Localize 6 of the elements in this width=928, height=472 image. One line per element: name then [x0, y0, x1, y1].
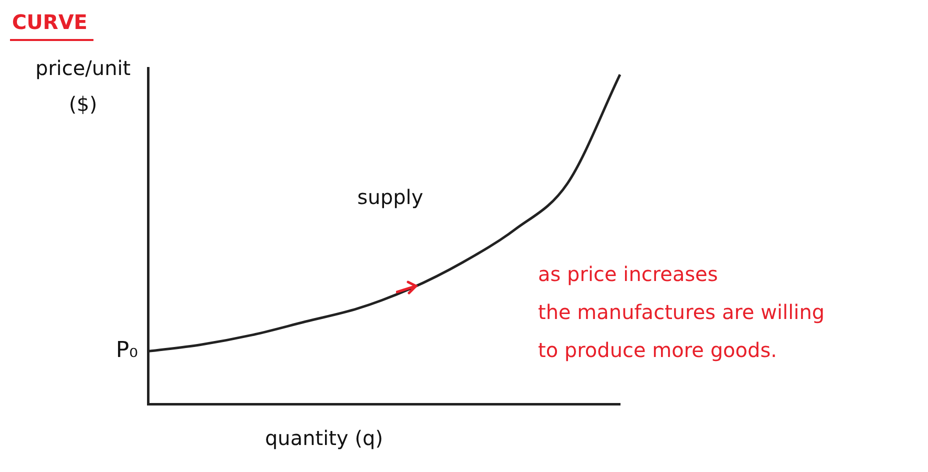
text: supply: [357, 184, 424, 209]
chart-title: CURVE: [12, 10, 88, 34]
text: P₀: [116, 338, 138, 364]
y-axis-title: price/unit ($): [35, 56, 131, 116]
x-axis-title: quantity (q): [264, 426, 384, 450]
annotation: as price increases the manufactures are willing to produce more goods.: [538, 262, 825, 362]
